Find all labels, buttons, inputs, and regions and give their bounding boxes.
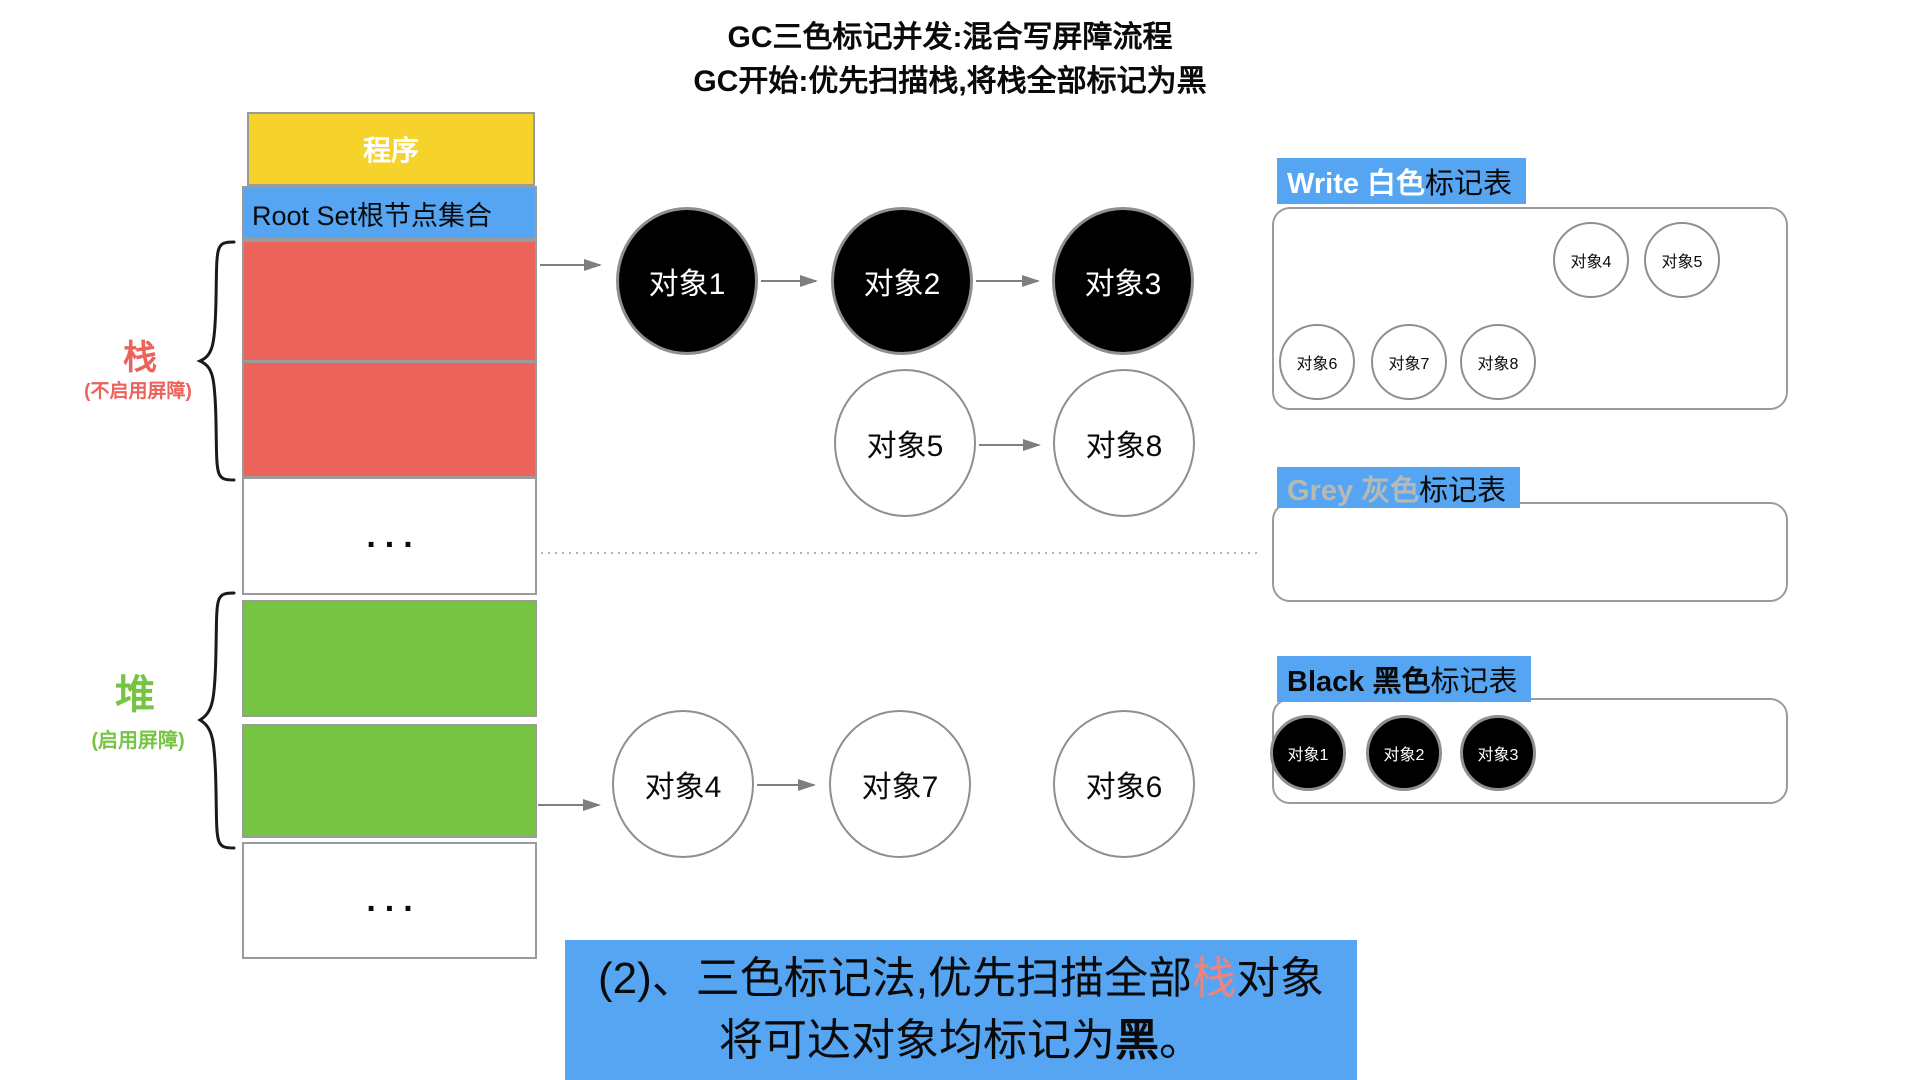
- black-table-title-rest: 标记表: [1430, 666, 1518, 698]
- heap-group-label: 堆: [115, 673, 155, 717]
- graph-node-obj5: 对象5: [834, 369, 976, 517]
- graph-node-obj1: 对象1: [616, 207, 758, 355]
- caption-line1-post: 对象: [1236, 954, 1324, 1003]
- black-table-title-accent: Black 黑色: [1287, 666, 1431, 698]
- root-set-block: Root Set根节点集合: [242, 186, 537, 240]
- program-block: 程序: [247, 112, 535, 186]
- stack-ellipsis-block: ...: [242, 477, 537, 595]
- caption-line1-pre: (2)、三色标记法,优先扫描全部: [598, 954, 1192, 1003]
- white-table-header: Write 白色 标记表: [1277, 158, 1527, 204]
- stack-brace: [196, 240, 236, 482]
- stack-slot-1: [242, 240, 537, 362]
- ellipsis-text: ...: [366, 881, 422, 919]
- heap-ellipsis-block: ...: [242, 842, 537, 959]
- white-table-node-obj8: 对象8: [1460, 324, 1536, 400]
- graph-node-obj8: 对象8: [1053, 369, 1195, 517]
- caption-line2-bold: 黑: [1115, 1016, 1159, 1065]
- black-table-node-obj1: 对象1: [1270, 715, 1346, 791]
- graph-node-obj3: 对象3: [1052, 207, 1194, 355]
- stack-group-note: (不启用屏障): [84, 381, 192, 402]
- grey-table-title-accent: Grey 灰色: [1287, 474, 1420, 507]
- caption-line-2: 将可达对象均标记为黑。: [719, 1010, 1203, 1072]
- white-table-node-obj5: 对象5: [1644, 222, 1720, 298]
- grey-table-header: Grey 灰色 标记表: [1277, 467, 1521, 508]
- caption-line2-post: 。: [1159, 1016, 1203, 1065]
- caption-line-1: (2)、三色标记法,优先扫描全部栈对象: [598, 948, 1324, 1010]
- graph-node-obj7: 对象7: [829, 710, 971, 858]
- heap-slot-1: [242, 600, 537, 717]
- heap-brace: [197, 591, 236, 850]
- diagram-title: GC三色标记并发:混合写屏障流程 GC开始:优先扫描栈,将栈全部标记为黑: [400, 16, 1500, 104]
- white-table-node-obj6: 对象6: [1279, 324, 1355, 400]
- black-table-node-obj2: 对象2: [1366, 715, 1442, 791]
- caption-banner: (2)、三色标记法,优先扫描全部栈对象 将可达对象均标记为黑。: [565, 940, 1357, 1080]
- ellipsis-text: ...: [366, 516, 422, 555]
- title-line-2: GC开始:优先扫描栈,将栈全部标记为黑: [693, 65, 1207, 98]
- heap-slot-2: [242, 724, 537, 838]
- white-table-title-accent: Write 白色: [1287, 168, 1426, 200]
- black-table-node-obj3: 对象3: [1460, 715, 1536, 791]
- heap-group-note: (启用屏障): [91, 730, 185, 752]
- caption-line2-pre: 将可达对象均标记为: [719, 1016, 1115, 1065]
- white-table-title-rest: 标记表: [1425, 168, 1513, 200]
- title-line-1: GC三色标记并发:混合写屏障流程: [727, 21, 1173, 54]
- graph-node-obj2: 对象2: [831, 207, 973, 355]
- black-table-header: Black 黑色 标记表: [1277, 656, 1532, 702]
- white-table-node-obj4: 对象4: [1553, 222, 1629, 298]
- graph-node-obj6: 对象6: [1053, 710, 1195, 858]
- grey-table-box: [1272, 502, 1788, 602]
- white-table-node-obj7: 对象7: [1371, 324, 1447, 400]
- graph-node-obj4: 对象4: [612, 710, 754, 858]
- grey-table-title-rest: 标记表: [1419, 474, 1507, 507]
- stack-group-label: 栈: [123, 339, 157, 377]
- caption-line1-highlight: 栈: [1192, 954, 1236, 1003]
- stack-slot-2: [242, 361, 537, 478]
